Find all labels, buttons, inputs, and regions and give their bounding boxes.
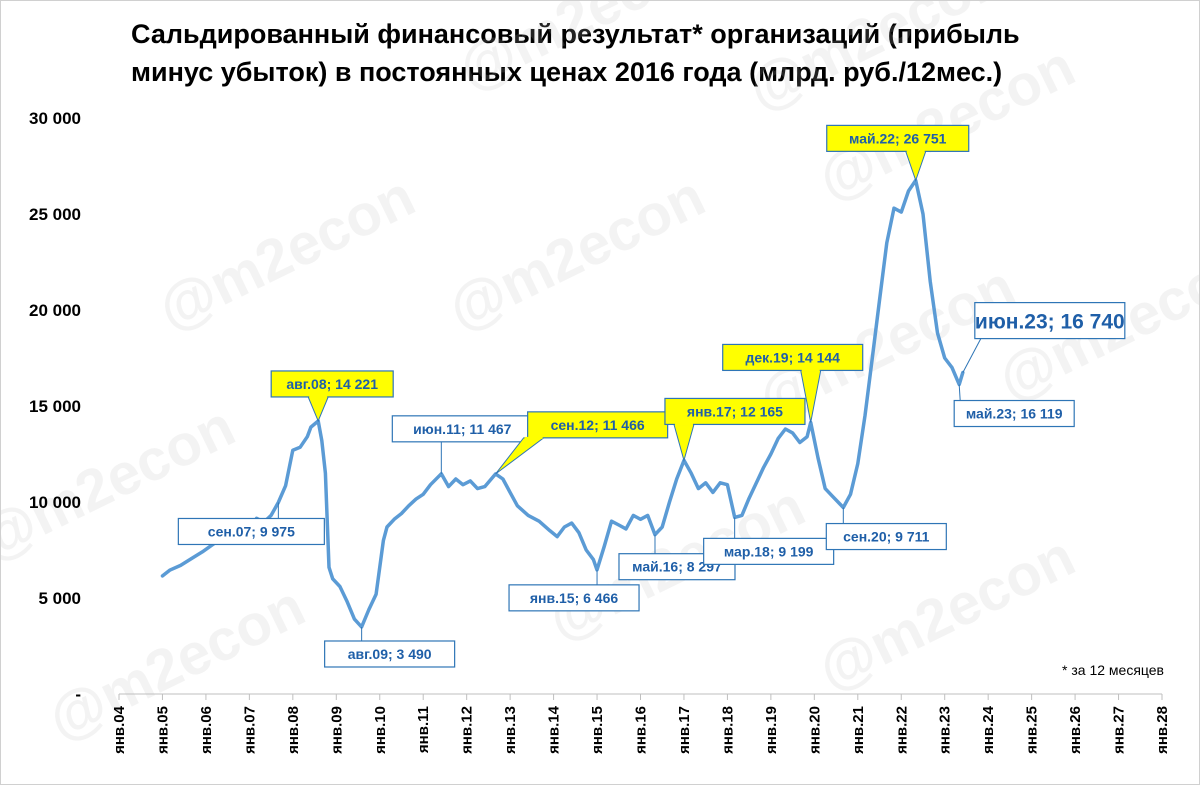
x-tick-label: янв.16 [633,706,650,754]
callout-pointer [307,396,329,423]
footnote: * за 12 месяцев [1062,662,1164,678]
callout-box [826,124,970,152]
callout-label: май.22; 26 751 [849,130,947,146]
callout: авг.09; 3 490 [324,626,456,668]
callout: янв.15; 6 466 [508,569,640,612]
callout-box [722,343,864,372]
callout-label: авг.08; 14 221 [286,376,378,392]
callout-label: янв.15; 6 466 [530,590,618,606]
x-tick-label: янв.22 [893,706,910,754]
callout-box [527,411,669,439]
callout-label: янв.17; 12 165 [687,403,783,419]
watermark: @m2econ [148,163,424,342]
x-tick-label: янв.12 [459,706,476,754]
watermark: @m2econ [438,163,714,342]
callout: авг.08; 14 221 [270,370,394,423]
callout-box [177,517,325,546]
callout-pointer [495,437,546,475]
callout: мар.18; 9 199 [703,517,835,565]
callout-box [703,537,835,565]
x-tick-label: янв.10 [372,706,389,754]
callout-pointer [673,423,695,463]
y-tick-label: - [75,685,81,704]
watermark: @m2econ [448,1,724,103]
chart-title: Сальдированный финансовый результат* орг… [131,19,1020,87]
callout: июн.11; 11 467 [391,415,533,474]
callout: май.23; 16 119 [953,384,1075,428]
x-tick-label: янв.13 [502,706,519,754]
callout-box [825,522,947,551]
callout: сен.20; 9 711 [825,507,947,551]
callout-label: май.23; 16 119 [966,406,1063,422]
y-tick-label: 5 000 [38,589,81,608]
x-tick-label: янв.26 [1067,706,1084,754]
callout-label: дек.19; 14 144 [745,349,840,365]
x-tick-label: янв.05 [154,706,171,754]
y-tick-label: 10 000 [29,493,81,512]
callout-label: май.16; 8 297 [632,559,722,575]
callout-label: сен.07; 9 975 [208,523,295,539]
x-tick-label: янв.24 [980,705,997,754]
x-tick-label: янв.18 [719,706,736,754]
y-tick-label: 20 000 [29,301,81,320]
callout-label: авг.09; 3 490 [348,646,432,662]
callout-label: сен.20; 9 711 [843,529,930,545]
x-tick-label: янв.08 [285,706,302,754]
callout-box [953,399,1075,428]
callout-leader [962,338,982,373]
callout-box [508,584,640,612]
y-tick-label: 15 000 [29,397,81,416]
series-line [160,178,965,629]
x-tick-label: янв.09 [328,706,345,754]
x-tick-label: янв.14 [546,705,563,754]
callout: сен.12; 11 466 [495,411,669,475]
x-tick-label: янв.27 [1111,706,1128,754]
callout: дек.19; 14 144 [722,343,864,423]
callout: июн.23; 16 740 [962,301,1126,373]
callout-label: сен.12; 11 466 [551,417,645,433]
x-tick-label: янв.19 [763,706,780,754]
x-tick-label: янв.15 [589,706,606,754]
callout: май.16; 8 297 [618,534,736,581]
callout-label: июн.23; 16 740 [975,311,1125,334]
callout-box [974,301,1126,340]
x-tick-label: янв.20 [806,706,823,754]
x-tick-label: янв.06 [198,706,215,754]
callout-box [664,397,806,426]
x-tick-label: янв.25 [1024,706,1041,754]
callout-label: июн.11; 11 467 [413,421,512,437]
x-tick-label: янв.21 [850,706,867,754]
callout-box [324,640,456,668]
callout-label: мар.18; 9 199 [724,543,814,559]
callout-leader [958,384,961,401]
y-tick-label: 30 000 [29,109,81,128]
x-tick-label: янв.17 [676,706,693,754]
callout: сен.07; 9 975 [177,502,325,546]
callout-box [270,370,394,398]
x-tick-label: янв.28 [1154,706,1171,754]
callout-box [618,553,736,581]
callout: май.22; 26 751 [826,124,970,182]
callout: янв.17; 12 165 [664,397,806,463]
y-tick-label: 25 000 [29,205,81,224]
x-tick-label: янв.07 [241,706,258,754]
watermark: @m2econ [808,523,1084,702]
x-tick-label: янв.23 [937,706,954,754]
x-tick-label: янв.11 [415,706,432,753]
x-tick-label: янв.04 [111,705,128,754]
